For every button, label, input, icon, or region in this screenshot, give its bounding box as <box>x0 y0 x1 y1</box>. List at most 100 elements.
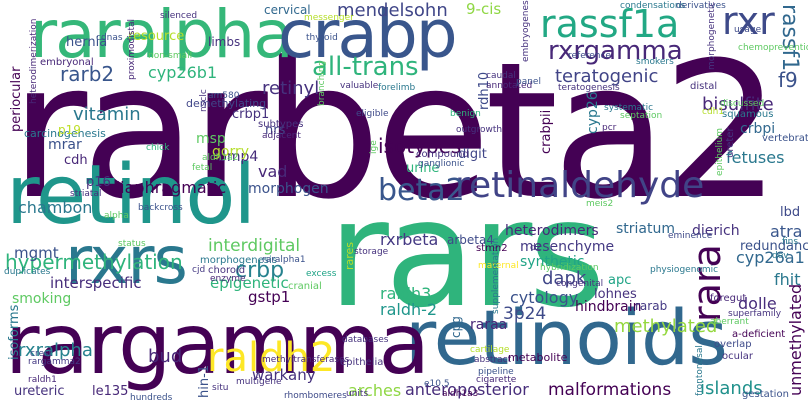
cloud-word: urine <box>406 161 440 176</box>
cloud-word: gorry <box>212 144 250 160</box>
cloud-word: benign <box>450 109 481 119</box>
cloud-word: gstp1 <box>248 288 291 306</box>
cloud-word: rarbeta2 <box>10 22 781 241</box>
cloud-word: ganglionic <box>418 159 465 169</box>
cloud-word: fhit <box>774 270 801 289</box>
cloud-word: eligible <box>356 109 389 119</box>
cloud-word: cyp26b1 <box>148 63 218 82</box>
cloud-word: overlap <box>714 339 752 350</box>
cloud-word: hybridization <box>540 263 599 273</box>
cloud-word: meis2 <box>586 199 614 209</box>
cloud-word: fetuses <box>726 148 785 167</box>
cloud-word: cpg <box>449 316 463 338</box>
cloud-word: beta2 <box>378 173 465 208</box>
cloud-word: le135 <box>92 384 129 399</box>
cloud-word: aberrant <box>710 317 749 327</box>
cloud-word: choroid <box>208 265 246 276</box>
cloud-word: heterodimerization <box>29 18 39 104</box>
cloud-word: excess <box>306 269 337 279</box>
cloud-word: crest <box>30 349 53 359</box>
cloud-word: chemoprevention <box>738 43 808 53</box>
cloud-word: storage <box>354 247 389 257</box>
cloud-word: situ <box>212 383 229 393</box>
cloud-word: vertebrate <box>762 133 808 144</box>
cloud-word: interdigital <box>208 236 301 256</box>
cloud-word: rxrgamma <box>548 36 683 66</box>
cloud-word: ocular <box>722 351 753 362</box>
cloud-word: rxrs <box>65 222 188 299</box>
cloud-word: limbs <box>208 35 241 49</box>
cloud-word: bud <box>148 346 183 367</box>
cloud-word: nrs <box>265 123 286 138</box>
cloud-word: abstract <box>474 355 512 365</box>
cloud-word: arches <box>348 381 402 400</box>
cloud-word: messenger <box>304 13 354 23</box>
cloud-word: mendelsohn <box>337 0 448 21</box>
cloud-word: mgmt <box>14 244 59 262</box>
cloud-word: raldh3 <box>380 284 432 303</box>
cloud-word: dierich <box>692 223 740 239</box>
cloud-word: digit <box>458 147 487 162</box>
cloud-word: chambon <box>18 198 93 217</box>
cloud-word: rargamma <box>5 295 430 393</box>
cloud-word: metabolite <box>508 351 568 364</box>
cloud-word: methyltransferases <box>262 355 350 365</box>
cloud-word: ureteric <box>14 384 65 399</box>
cloud-word: p16 <box>86 175 111 190</box>
cloud-word: warkany <box>252 366 316 384</box>
cloud-word: hindbrain <box>575 299 642 315</box>
cloud-word: stmn2 <box>476 243 508 254</box>
cloud-word: rhombomeres <box>284 391 347 401</box>
cloud-word: msp <box>196 131 226 147</box>
cloud-word: valuable <box>340 81 379 91</box>
cloud-word: duplicates <box>4 267 51 277</box>
cloud-word: rarab <box>635 299 668 313</box>
cloud-word: cervical <box>264 3 311 17</box>
cloud-word: heterodimers <box>505 223 599 239</box>
cloud-word: rargamma2 <box>28 357 81 367</box>
cloud-word: redundancy <box>740 239 808 254</box>
cloud-word: crbp1 <box>232 107 270 122</box>
cloud-word: 9-cis <box>466 0 502 18</box>
cloud-word: raldh2 <box>207 335 336 381</box>
cloud-word: septation <box>620 111 663 121</box>
cloud-word: derivatives <box>676 1 726 11</box>
cloud-word: epigenetic <box>210 274 289 292</box>
cloud-word: usage <box>734 25 762 35</box>
cloud-word: cigarette <box>476 375 517 385</box>
cloud-word: dev <box>772 251 789 261</box>
cloud-word: cjd <box>192 265 206 275</box>
cloud-word: forelimb <box>378 83 416 93</box>
cloud-word: units <box>346 389 369 399</box>
cloud-word: smokers <box>636 57 674 67</box>
cloud-word: smoking <box>12 291 72 307</box>
cloud-word: carcinogenesis <box>24 127 106 140</box>
cloud-word: frontonasal <box>695 345 705 396</box>
cloud-word: crabpii <box>539 109 554 154</box>
cloud-word: gestation <box>742 389 789 400</box>
cloud-word: thyroid <box>306 33 338 43</box>
cloud-word: rassf1 <box>777 4 802 72</box>
cloud-word: crabp <box>278 0 458 73</box>
cloud-word: malformations <box>548 380 672 400</box>
cloud-word: islands <box>700 378 763 399</box>
cloud-word: panel <box>516 77 541 87</box>
cloud-word: vad <box>258 162 288 181</box>
cloud-word: epithelia <box>340 357 384 368</box>
cloud-word: f9 <box>778 68 798 92</box>
cloud-word: mesenchyme <box>520 239 615 255</box>
cloud-word: condensations <box>620 1 686 11</box>
cloud-word: rars <box>328 168 605 340</box>
cloud-word: cyp26a1 <box>736 248 805 267</box>
cloud-word: multigene <box>236 377 282 387</box>
cloud-word: anteroposterior <box>405 380 529 399</box>
cloud-word: dapk <box>542 268 587 289</box>
cloud-word: hernia <box>66 35 108 50</box>
cloud-word: atra <box>770 222 803 241</box>
cloud-word: rxrbeta <box>380 230 439 249</box>
cloud-word: cdnas <box>96 33 123 43</box>
cloud-word: fetal <box>192 163 213 173</box>
cloud-word: caudal <box>486 71 516 81</box>
cloud-word: raraa <box>470 317 508 333</box>
cloud-word: cyp26 <box>585 91 601 134</box>
